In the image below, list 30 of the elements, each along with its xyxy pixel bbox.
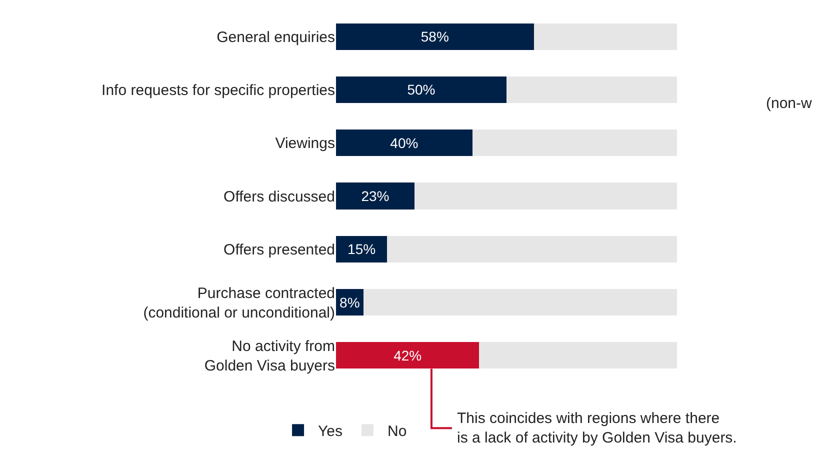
y-tick-label: Offers discussed xyxy=(224,188,335,206)
y-tick-label: No activity from Golden Visa buyers xyxy=(204,338,335,374)
bar xyxy=(336,76,506,103)
bar xyxy=(363,289,677,316)
data-label: 58% xyxy=(420,28,449,45)
y-tick-label: Offers presented xyxy=(224,241,335,258)
data-label: 42% xyxy=(394,347,422,364)
bar xyxy=(336,23,534,50)
y-tick-label: Info requests for specific properties xyxy=(102,82,335,99)
bar xyxy=(336,130,472,156)
bar xyxy=(414,182,677,210)
bar xyxy=(534,23,677,50)
y-tick-label: Viewings xyxy=(275,135,335,152)
bar xyxy=(479,342,677,369)
legend-label: No xyxy=(388,422,407,440)
data-label: 50% xyxy=(407,82,436,98)
bar xyxy=(472,130,677,156)
data-label: 23% xyxy=(361,188,390,204)
data-label: 8% xyxy=(340,294,360,310)
bar xyxy=(387,236,677,262)
text: This coincides with regions where there is a lack of activity by Golden Visa buyers. xyxy=(457,410,737,446)
bar xyxy=(336,236,388,262)
data-label: 15% xyxy=(348,241,376,258)
bar xyxy=(336,182,414,210)
text: (non-w xyxy=(766,95,812,112)
y-tick-label: General enquiries xyxy=(216,28,335,46)
bar xyxy=(506,76,677,103)
legend-label: Yes xyxy=(318,422,343,440)
y-tick-label: Purchase contracted (conditional or unconditional) xyxy=(143,284,335,322)
data-label: 40% xyxy=(390,134,418,151)
